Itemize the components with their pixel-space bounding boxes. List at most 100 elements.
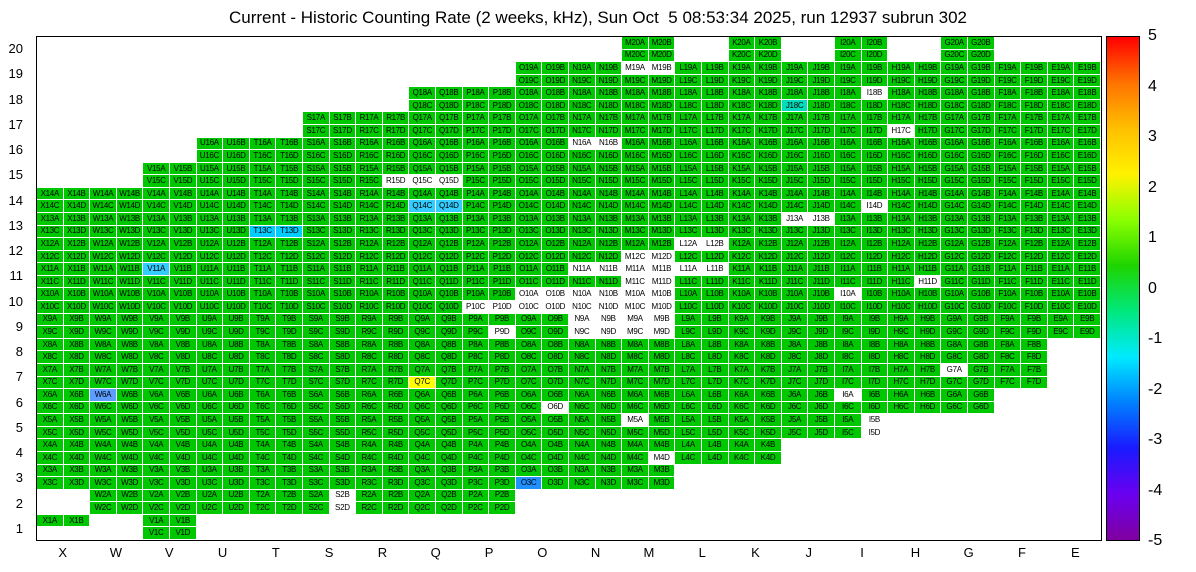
heatmap-subcell: F11A <box>994 263 1022 276</box>
heatmap-subcell: V7C <box>143 376 170 390</box>
heatmap-subcell: H17C <box>888 125 915 138</box>
heatmap-subcell: Q3D <box>436 477 463 490</box>
heatmap-subcell: X5B <box>63 414 91 427</box>
heatmap-subcell: S3C <box>303 477 330 490</box>
heatmap-subcell: O18A <box>515 87 543 100</box>
heatmap-subcell: Q15D <box>436 175 463 188</box>
heatmap-subcell: I13A <box>835 213 862 226</box>
heatmap-subcell: I17B <box>861 112 889 126</box>
heatmap-subcell: H13A <box>888 213 915 226</box>
heatmap-subcell: M17D <box>648 125 676 138</box>
heatmap-subcell: R5A <box>356 414 383 427</box>
heatmap-subcell: L12A <box>675 238 702 251</box>
heatmap-subcell: W11A <box>90 263 117 276</box>
heatmap-subcell: F18A <box>994 87 1022 100</box>
heatmap-subcell: T3A <box>249 464 277 478</box>
heatmap-subcell: Q2A <box>409 489 436 503</box>
heatmap-subcell: X4D <box>63 451 91 465</box>
heatmap-subcell: P10A <box>462 288 490 302</box>
heatmap-subcell: R15A <box>356 162 383 176</box>
heatmap-subcell: J6B <box>808 389 835 402</box>
heatmap-subcell: I10A <box>835 288 862 302</box>
heatmap-subcell: S3A <box>303 464 330 478</box>
heatmap-subcell: U11D <box>223 275 250 289</box>
heatmap-subcell: J17B <box>808 112 835 126</box>
heatmap-subcell: K18C <box>728 99 756 113</box>
heatmap-subcell: V12C <box>143 250 170 264</box>
heatmap-subcell: M19A <box>622 62 649 75</box>
heatmap-subcell: F19B <box>1021 62 1048 75</box>
heatmap-subcell: T5D <box>276 426 303 440</box>
heatmap-subcell: H10D <box>914 301 942 314</box>
heatmap-subcell: I8B <box>861 338 889 352</box>
heatmap-subcell: O8B <box>542 338 569 352</box>
heatmap-subcell: Q12A <box>409 238 436 251</box>
heatmap-subcell: I14B <box>861 187 889 201</box>
heatmap-subcell: P6D <box>489 401 516 415</box>
heatmap-subcell: G9B <box>968 313 995 327</box>
heatmap-subcell: N13C <box>569 225 596 239</box>
heatmap-subcell: L6A <box>675 389 702 402</box>
heatmap-subcell: T12B <box>276 238 303 251</box>
heatmap-subcell: N11C <box>569 275 596 289</box>
heatmap-subcell: E17B <box>1074 112 1101 126</box>
heatmap-subcell: P13D <box>489 225 516 239</box>
heatmap-subcell: L10D <box>702 301 729 314</box>
heatmap-subcell: V11B <box>170 263 197 276</box>
heatmap-subcell: S12C <box>303 250 330 264</box>
heatmap-subcell: G7B <box>968 363 995 377</box>
heatmap-subcell: R8C <box>356 351 383 364</box>
heatmap-subcell: G20A <box>941 37 968 50</box>
heatmap-subcell: E19B <box>1074 62 1101 75</box>
heatmap-subcell: E18A <box>1047 87 1075 100</box>
heatmap-subcell: K10A <box>728 288 756 302</box>
heatmap-subcell: U2D <box>223 502 250 515</box>
heatmap-subcell: J9C <box>781 326 809 339</box>
heatmap-subcell: I18D <box>861 99 889 113</box>
heatmap-subcell: X3B <box>63 464 91 478</box>
heatmap-subcell: L11D <box>702 275 729 289</box>
heatmap-subcell: K4B <box>755 439 782 452</box>
heatmap-subcell: M11C <box>622 275 649 289</box>
heatmap-subcell: E17A <box>1047 112 1075 126</box>
heatmap-subcell: P11D <box>489 275 516 289</box>
heatmap-subcell: U5A <box>196 414 224 427</box>
x-axis-label: N <box>590 545 601 560</box>
x-axis-label: X <box>58 545 67 560</box>
colorbar-tick-label: -2 <box>1148 380 1163 398</box>
heatmap-subcell: N9D <box>595 326 623 339</box>
heatmap-subcell: T6D <box>276 401 303 415</box>
heatmap-subcell: T5A <box>249 414 277 427</box>
heatmap-subcell: R15C <box>356 175 383 188</box>
heatmap-subcell: J19B <box>808 62 835 75</box>
heatmap-subcell: T14C <box>249 200 277 214</box>
heatmap-subcell: O11C <box>515 275 543 289</box>
heatmap-subcell: E14C <box>1047 200 1075 214</box>
heatmap-subcell: N18A <box>569 87 596 100</box>
heatmap-subcell: K8B <box>755 338 782 352</box>
heatmap-subcell: O5B <box>542 414 569 427</box>
heatmap-subcell: M11A <box>622 263 649 276</box>
plot-frame: M20A M20B M20C M20D K20A K20B K20C K20D I20A I20B… <box>36 36 1102 541</box>
heatmap-subcell: O11A <box>515 263 543 276</box>
heatmap-subcell: Q10C <box>409 301 436 314</box>
heatmap-subcell: H16A <box>888 137 915 151</box>
heatmap-subcell: Q17A <box>409 112 436 126</box>
heatmap-subcell: T13C <box>249 225 277 239</box>
heatmap-subcell: X10B <box>63 288 91 302</box>
heatmap-subcell: M5C <box>622 426 649 440</box>
heatmap-subcell: H7C <box>888 376 915 390</box>
y-axis-label: 20 <box>8 41 23 57</box>
heatmap-subcell: P18A <box>462 87 490 100</box>
heatmap-subcell: S6C <box>303 401 330 415</box>
heatmap-subcell: P6B <box>489 389 516 402</box>
heatmap-subcell: M12B <box>648 238 676 251</box>
heatmap-subcell: H16C <box>888 150 915 163</box>
colorbar-tick-label: -5 <box>1148 532 1163 549</box>
heatmap-subcell: I20A <box>835 37 862 50</box>
heatmap-subcell: Q15C <box>409 175 436 188</box>
heatmap-subcell: U9A <box>196 313 224 327</box>
y-axis-label: 11 <box>9 268 24 284</box>
heatmap-subcell: I5A <box>835 414 862 427</box>
heatmap-subcell: O6A <box>515 389 543 402</box>
